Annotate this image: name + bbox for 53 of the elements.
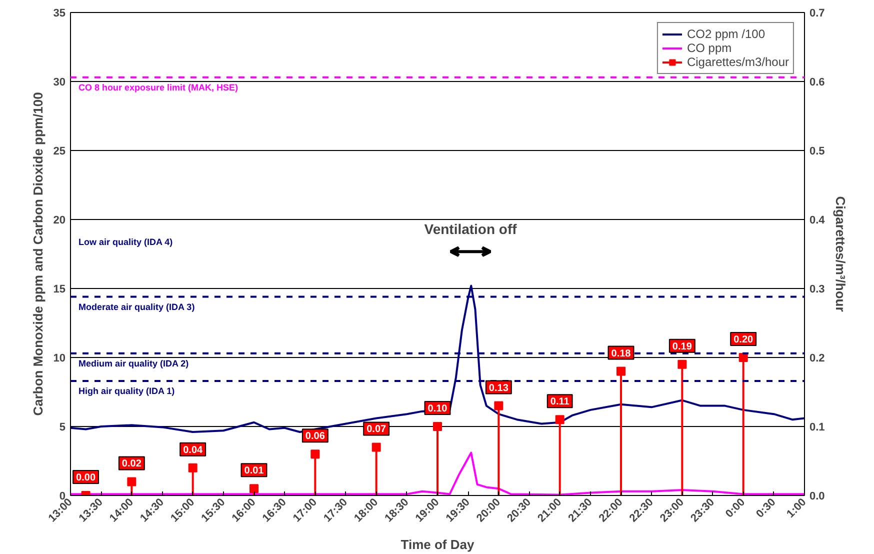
y-tick-label: 25 — [53, 146, 66, 158]
y2-axis-title: Cigarettes/m³/hour — [832, 196, 848, 312]
point — [250, 484, 258, 494]
ref-line-label: CO 8 hour exposure limit (MAK, HSE) — [78, 82, 238, 92]
data-label: 0.02 — [122, 458, 142, 470]
y2-tick-label: 0.3 — [810, 284, 825, 296]
point — [188, 463, 198, 472]
ref-line-label: High air quality (IDA 1) — [78, 386, 175, 396]
y-tick-label: 10 — [53, 352, 66, 364]
point — [127, 477, 136, 486]
annotation: Ventilation off — [424, 221, 518, 238]
line-series — [70, 284, 804, 434]
ref-line-label: Medium air quality (IDA 2) — [78, 358, 189, 368]
data-label: 0.07 — [366, 424, 387, 436]
y2-tick-label: 0.4 — [810, 214, 826, 226]
data-label: 0.13 — [488, 382, 509, 394]
y-tick-label: 30 — [53, 76, 66, 88]
y-tick-label: 15 — [53, 284, 66, 296]
y2-tick-label: 0.7 — [810, 8, 825, 20]
point — [372, 442, 381, 452]
point — [433, 422, 442, 431]
legend-label: CO ppm — [686, 41, 732, 55]
y2-tick-label: 0.6 — [810, 76, 825, 88]
y-tick-label: 35 — [53, 8, 66, 20]
data-label: 0.04 — [183, 444, 204, 456]
x-tick-label: 0:00 — [724, 496, 748, 520]
data-label: 0.00 — [76, 472, 96, 484]
point — [738, 353, 748, 362]
y2-tick-label: 0.5 — [810, 146, 825, 158]
y2-tick-label: 0.2 — [810, 352, 825, 364]
y-tick-label: 5 — [59, 422, 66, 434]
ref-line-label: Moderate air quality (IDA 3) — [78, 302, 195, 312]
point — [494, 401, 504, 410]
x-tick-label: 0:30 — [754, 496, 778, 520]
data-label: 0.06 — [305, 431, 326, 442]
data-label: 0.18 — [611, 348, 632, 360]
data-label: 0.10 — [428, 404, 448, 414]
data-label: 0.01 — [244, 466, 264, 477]
point — [555, 415, 564, 424]
annotation: Low air quality (IDA 4) — [78, 236, 173, 247]
point — [310, 450, 320, 459]
y-axis-title: Carbon Monoxide ppm and Carbon Dioxide ppm/100 — [30, 92, 46, 416]
data-label: 0.11 — [550, 396, 570, 408]
y2-tick-label: 0.1 — [810, 422, 825, 434]
data-label: 0.19 — [672, 341, 692, 352]
point — [616, 366, 626, 376]
x-axis-title: Time of Day — [400, 536, 475, 552]
legend-label: Cigarettes/m3/hour — [686, 55, 789, 69]
y2-tick-label: 0.0 — [810, 490, 825, 502]
point — [678, 360, 687, 369]
data-label: 0.20 — [734, 334, 754, 346]
y-tick-label: 20 — [53, 214, 66, 226]
legend-label: CO2 ppm /100 — [686, 27, 765, 41]
